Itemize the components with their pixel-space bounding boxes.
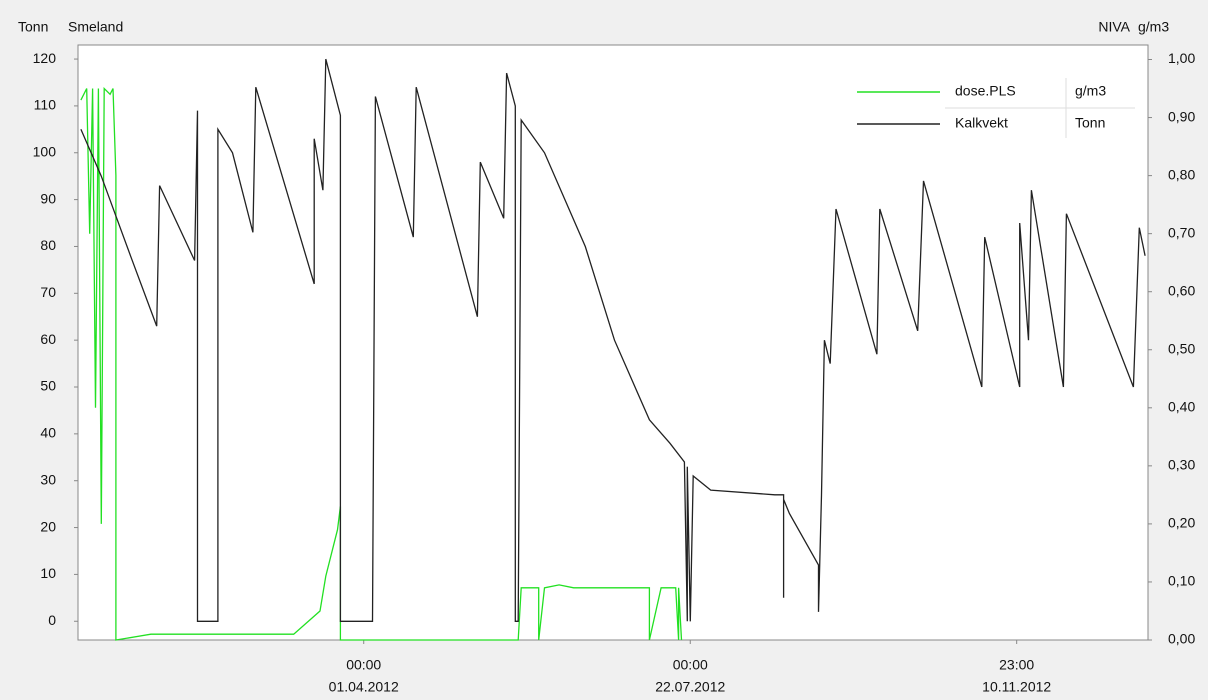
y2-tick-label: 0,40 [1168, 399, 1195, 415]
y-tick-label: 40 [40, 425, 56, 441]
x-tick-label: 23:00 [999, 657, 1034, 673]
right-title: NIVA [1098, 19, 1130, 35]
y2-tick-label: 0,60 [1168, 282, 1195, 298]
y-tick-label: 70 [40, 284, 56, 300]
y2-tick-label: 1,00 [1168, 50, 1195, 66]
y-tick-label: 0 [48, 612, 56, 628]
y2-tick-label: 0,20 [1168, 515, 1195, 531]
plot-area [77, 44, 1149, 641]
y-tick-label: 100 [33, 143, 57, 159]
y-tick-label: 120 [33, 50, 57, 66]
y-tick-label: 20 [40, 518, 56, 534]
y2-tick-label: 0,70 [1168, 224, 1195, 240]
x-tick-label: 10.11.2012 [982, 679, 1051, 695]
y2-tick-label: 0,80 [1168, 166, 1195, 182]
legend-label: dose.PLS [955, 83, 1016, 99]
y2-tick-label: 0,00 [1168, 631, 1195, 647]
y-tick-label: 90 [40, 190, 56, 206]
x-tick-label: 01.04.2012 [329, 679, 399, 695]
legend-unit: g/m3 [1075, 83, 1106, 99]
series-line [80, 86, 683, 641]
x-tick-label: 00:00 [673, 657, 708, 673]
legend: dose.PLS g/m3 Kalkvekt Tonn [857, 78, 1135, 138]
y2-axis-label: g/m3 [1138, 19, 1169, 35]
y-tick-label: 30 [40, 471, 56, 487]
y-tick-label: 110 [34, 97, 57, 113]
y-tick-label: 10 [40, 565, 56, 581]
y-tick-label: 60 [40, 331, 56, 347]
legend-label: Kalkvekt [955, 115, 1008, 131]
y-tick-label: 80 [40, 237, 56, 253]
y2-tick-label: 0,50 [1168, 340, 1195, 356]
y-axis-label: Tonn [18, 19, 48, 35]
y2-tick-label: 0,30 [1168, 457, 1195, 473]
y2-tick-label: 0,90 [1168, 108, 1195, 124]
chart-title: Smeland [68, 19, 123, 35]
x-tick-label: 00:00 [346, 657, 381, 673]
y2-tick-label: 0,10 [1168, 573, 1195, 589]
series-line [80, 58, 1146, 622]
legend-unit: Tonn [1075, 115, 1105, 131]
x-tick-label: 22.07.2012 [655, 679, 725, 695]
y-tick-label: 50 [40, 378, 56, 394]
